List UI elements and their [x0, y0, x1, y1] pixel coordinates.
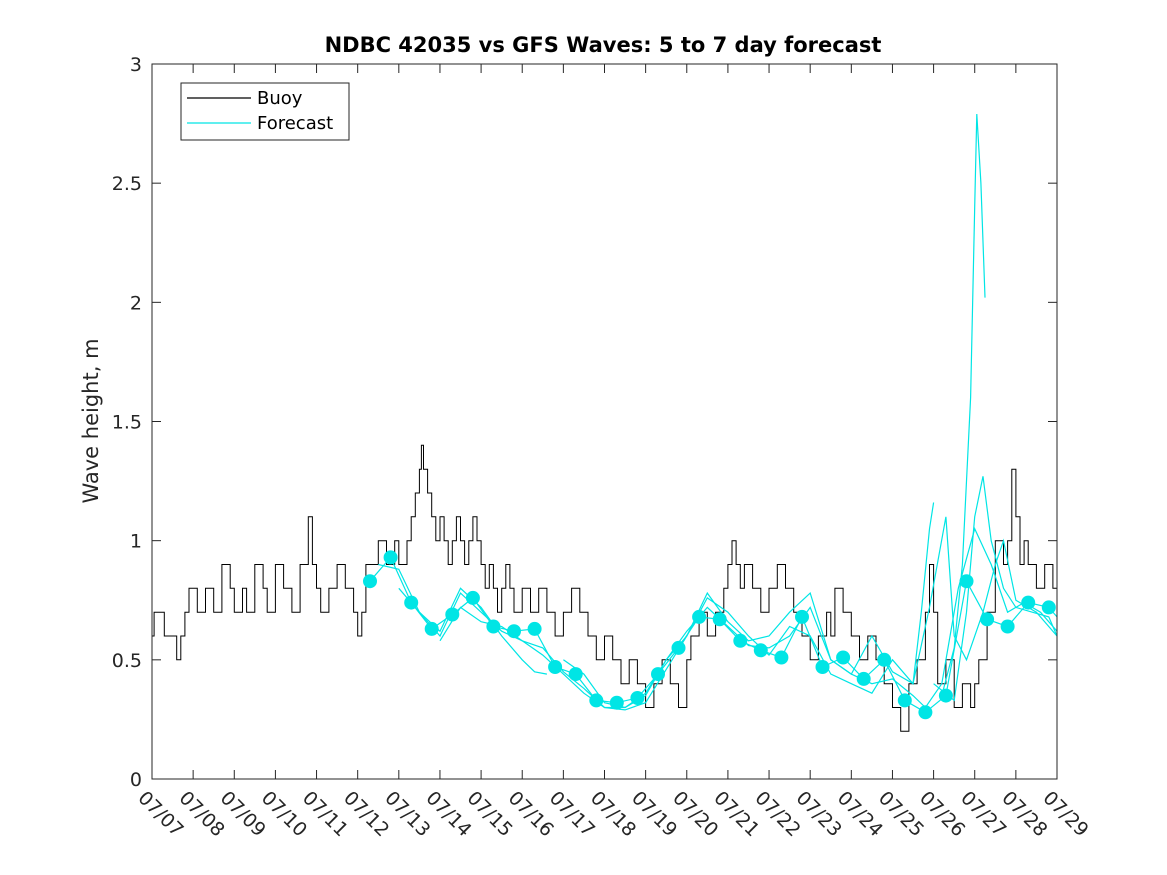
forecast-marker-31 [980, 612, 995, 627]
forecast-marker-8 [507, 624, 521, 639]
forecast-marker-11 [568, 667, 583, 682]
forecast-marker-12 [589, 693, 604, 708]
forecast-marker-18 [712, 612, 727, 627]
forecast-marker-15 [651, 667, 665, 682]
forecast-marker-27 [897, 693, 912, 708]
forecast-marker-6 [465, 590, 480, 605]
y-tick-label-3: 1.5 [112, 412, 142, 434]
y-tick-label-2: 1 [130, 531, 142, 553]
y-tick-label-6: 3 [130, 54, 142, 76]
forecast-marker-2 [383, 550, 398, 565]
y-tick-label-5: 2.5 [112, 173, 142, 195]
forecast-marker-9 [527, 621, 542, 636]
forecast-marker-23 [815, 660, 830, 674]
forecast-marker-24 [836, 650, 851, 665]
forecast-marker-26 [877, 652, 892, 667]
y-tick-label-0: 0 [130, 769, 142, 791]
y-axis-label: Wave height, m [79, 338, 103, 503]
y-tick-label-4: 2 [130, 292, 142, 314]
legend-label-2: Forecast [257, 113, 333, 134]
forecast-marker-30 [959, 574, 974, 589]
buoy-series-line [152, 444, 1057, 732]
forecast-marker-28 [918, 705, 933, 720]
plot-area [152, 113, 1057, 732]
y-tick-label-1: 0.5 [112, 650, 142, 672]
forecast-marker-10 [548, 660, 563, 674]
forecast-marker-22 [795, 609, 809, 624]
forecast-marker-7 [486, 619, 501, 634]
forecast-marker-1 [363, 574, 377, 589]
chart-title: NDBC 42035 vs GFS Waves: 5 to 7 day fore… [325, 33, 882, 57]
forecast-marker-17 [692, 609, 707, 624]
forecast-run-line-7 [933, 476, 1057, 702]
forecast-marker-5 [445, 607, 460, 622]
forecast-marker-19 [733, 633, 748, 648]
forecast-marker-25 [856, 671, 871, 686]
legend: Buoy Forecast [180, 82, 350, 141]
forecast-marker-21 [774, 650, 789, 665]
forecast-marker-32 [1000, 619, 1015, 634]
forecast-run-line-6 [941, 113, 986, 696]
forecast-marker-16 [671, 640, 686, 655]
forecast-marker-20 [753, 643, 768, 658]
forecast-marker-29 [938, 688, 953, 703]
forecast-run-line-5 [563, 502, 935, 709]
forecast-run-line-3 [398, 587, 548, 675]
forecast-marker-13 [609, 695, 624, 710]
forecast-marker-3 [404, 595, 419, 610]
legend-box [180, 82, 350, 141]
forecast-marker-34 [1041, 600, 1056, 615]
forecast-marker-4 [424, 621, 439, 636]
legend-label-1: Buoy [257, 88, 303, 109]
forecast-marker-33 [1021, 595, 1036, 610]
forecast-marker-14 [630, 691, 645, 705]
